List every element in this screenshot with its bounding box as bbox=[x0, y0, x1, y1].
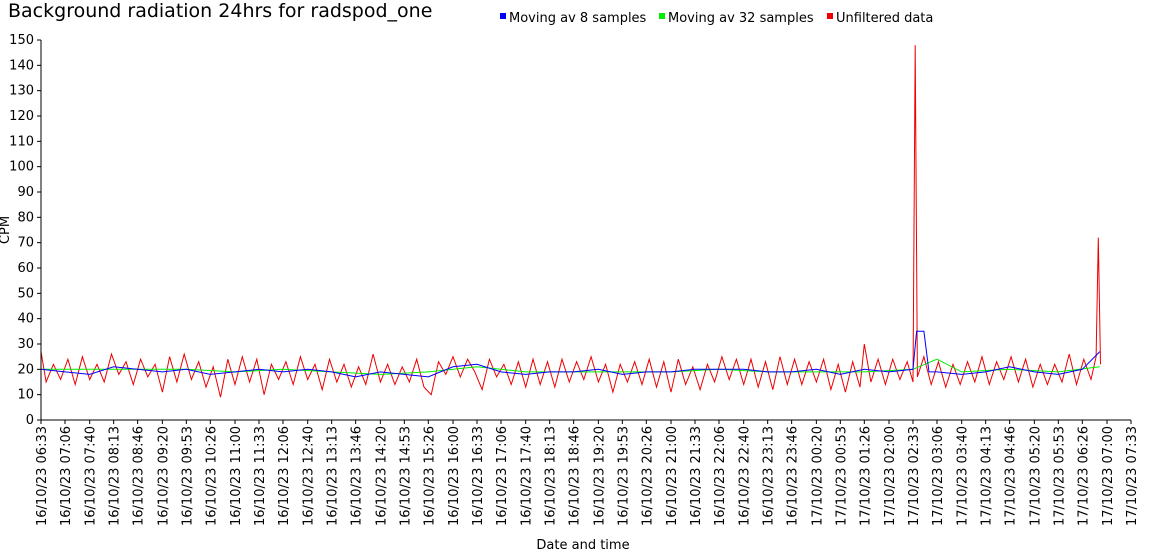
x-axis-label: Date and time bbox=[536, 538, 629, 553]
legend-swatch-1 bbox=[659, 13, 665, 19]
x-tick-label: 16/10/23 20:26 bbox=[640, 426, 655, 526]
legend: Moving av 8 samples Moving av 32 samples U… bbox=[500, 11, 933, 26]
y-axis-label: CPM bbox=[0, 216, 13, 244]
y-tick-label: 70 bbox=[17, 236, 34, 251]
x-tick-label: 17/10/23 05:20 bbox=[1028, 426, 1043, 526]
x-tick-label: 17/10/23 05:53 bbox=[1052, 426, 1067, 526]
x-tick-label: 17/10/23 07:33 bbox=[1125, 426, 1140, 526]
y-tick-label: 120 bbox=[9, 109, 34, 124]
x-tick-label: 16/10/23 12:06 bbox=[277, 426, 292, 526]
x-tick-label: 16/10/23 16:00 bbox=[447, 426, 462, 526]
x-tick-label: 16/10/23 17:06 bbox=[495, 426, 510, 526]
legend-swatch-2 bbox=[827, 13, 833, 19]
x-tick-label: 16/10/23 14:20 bbox=[374, 426, 389, 526]
y-tick-label: 90 bbox=[17, 185, 34, 200]
y-axis-ticks: 0 10 20 30 40 50 60 70 80 90 100 110 120 130 140 150 bbox=[9, 33, 41, 428]
legend-swatch-0 bbox=[500, 13, 506, 19]
y-tick-label: 150 bbox=[9, 33, 34, 48]
x-tick-label: 17/10/23 00:53 bbox=[834, 426, 849, 526]
axes bbox=[40, 40, 1131, 421]
x-tick-label: 16/10/23 07:06 bbox=[59, 426, 74, 526]
y-tick-label: 40 bbox=[17, 312, 34, 327]
x-tick-label: 16/10/23 19:20 bbox=[592, 426, 607, 526]
y-tick-label: 20 bbox=[17, 362, 34, 377]
y-tick-label: 110 bbox=[9, 134, 34, 149]
x-tick-label: 16/10/23 13:13 bbox=[326, 426, 341, 526]
y-tick-label: 140 bbox=[9, 58, 34, 73]
x-tick-label: 16/10/23 18:13 bbox=[544, 426, 559, 526]
x-tick-label: 17/10/23 00:20 bbox=[810, 426, 825, 526]
x-tick-label: 17/10/23 02:00 bbox=[883, 426, 898, 526]
y-tick-label: 0 bbox=[26, 413, 34, 428]
x-tick-label: 16/10/23 09:20 bbox=[156, 426, 171, 526]
series-line-1 bbox=[41, 358, 1100, 375]
x-tick-label: 16/10/23 21:33 bbox=[689, 426, 704, 526]
y-tick-label: 50 bbox=[17, 286, 34, 301]
series-line-2 bbox=[40, 45, 1101, 398]
x-tick-label: 16/10/23 11:33 bbox=[253, 426, 268, 526]
x-tick-label: 16/10/23 12:40 bbox=[302, 426, 317, 526]
x-tick-label: 17/10/23 03:06 bbox=[931, 426, 946, 526]
x-tick-label: 16/10/23 23:46 bbox=[786, 426, 801, 526]
y-tick-label: 130 bbox=[9, 84, 34, 99]
x-tick-label: 16/10/23 17:40 bbox=[520, 426, 535, 526]
x-axis-ticks: 16/10/23 06:33 16/10/23 07:06 16/10/23 07:… bbox=[35, 420, 1140, 526]
x-tick-label: 17/10/23 04:46 bbox=[1004, 426, 1019, 526]
x-tick-label: 17/10/23 07:00 bbox=[1101, 426, 1116, 526]
x-tick-label: 17/10/23 06:26 bbox=[1076, 426, 1091, 526]
chart-title: Background radiation 24hrs for radspod_o… bbox=[8, 0, 432, 22]
y-tick-label: 10 bbox=[17, 388, 34, 403]
y-tick-label: 60 bbox=[17, 261, 34, 276]
x-tick-label: 16/10/23 21:00 bbox=[665, 426, 680, 526]
x-tick-label: 16/10/23 15:26 bbox=[422, 426, 437, 526]
y-tick-label: 80 bbox=[17, 210, 34, 225]
x-tick-label: 16/10/23 14:53 bbox=[398, 426, 413, 526]
x-tick-label: 16/10/23 23:13 bbox=[762, 426, 777, 526]
x-tick-label: 16/10/23 08:46 bbox=[132, 426, 147, 526]
plot-area bbox=[40, 45, 1101, 398]
x-tick-label: 16/10/23 13:46 bbox=[350, 426, 365, 526]
x-tick-label: 16/10/23 07:40 bbox=[84, 426, 99, 526]
legend-label-0: Moving av 8 samples bbox=[509, 11, 647, 26]
x-tick-label: 16/10/23 11:00 bbox=[229, 426, 244, 526]
x-tick-label: 16/10/23 08:13 bbox=[108, 426, 123, 526]
x-tick-label: 16/10/23 09:53 bbox=[180, 426, 195, 526]
y-tick-label: 30 bbox=[17, 337, 34, 352]
legend-label-2: Unfiltered data bbox=[836, 11, 933, 26]
x-tick-label: 16/10/23 19:53 bbox=[616, 426, 631, 526]
series-line-0 bbox=[40, 330, 1101, 378]
y-tick-label: 100 bbox=[9, 160, 34, 175]
x-tick-label: 16/10/23 10:26 bbox=[204, 426, 219, 526]
x-tick-label: 16/10/23 22:40 bbox=[738, 426, 753, 526]
x-tick-label: 17/10/23 04:13 bbox=[980, 426, 995, 526]
x-tick-label: 17/10/23 01:26 bbox=[858, 426, 873, 526]
x-tick-label: 16/10/23 06:33 bbox=[35, 426, 50, 526]
x-tick-label: 16/10/23 22:06 bbox=[713, 426, 728, 526]
x-tick-label: 17/10/23 02:33 bbox=[907, 426, 922, 526]
legend-label-1: Moving av 32 samples bbox=[668, 11, 814, 26]
x-tick-label: 17/10/23 03:40 bbox=[956, 426, 971, 526]
x-tick-label: 16/10/23 16:33 bbox=[471, 426, 486, 526]
x-tick-label: 16/10/23 18:46 bbox=[568, 426, 583, 526]
